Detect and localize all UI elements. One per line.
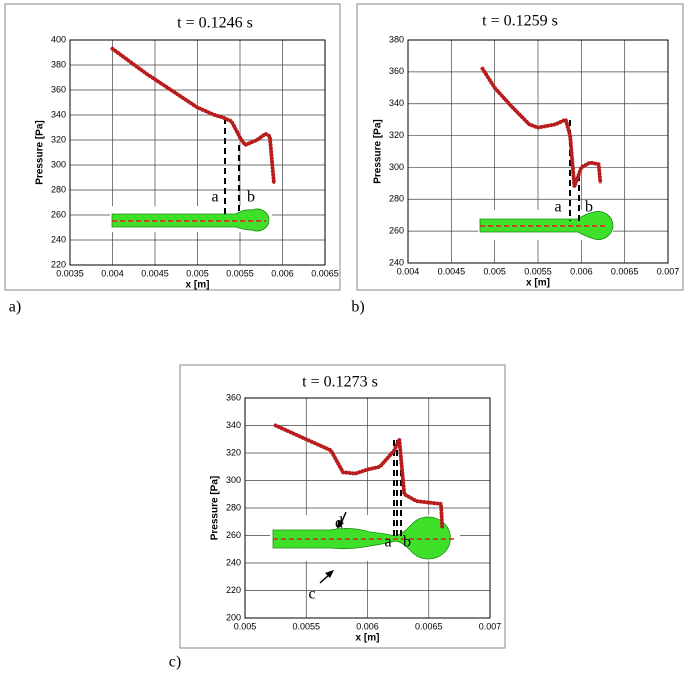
x-tick-label: 0.004 — [397, 266, 420, 276]
x-tick-label: 0.006 — [271, 268, 294, 278]
y-tick-label: 360 — [226, 392, 241, 402]
droplet — [111, 208, 270, 232]
y-tick-label: 340 — [226, 420, 241, 430]
x-tick-label: 0.0055 — [524, 266, 552, 276]
annotation: a — [211, 189, 218, 206]
y-tick-label: 400 — [51, 34, 66, 44]
chart-title: t = 0.1259 s — [482, 13, 558, 30]
y-tick-label: 280 — [51, 184, 66, 194]
plot-frame — [69, 39, 326, 266]
y-tick-label: 200 — [226, 612, 241, 622]
x-tick-label: 0.0065 — [311, 268, 339, 278]
y-tick-label: 260 — [389, 226, 404, 236]
annotation: b — [403, 534, 411, 551]
x-tick-label: 0.0045 — [141, 268, 169, 278]
panel-frame — [356, 3, 684, 291]
data-layer: a ba ba bcd — [110, 46, 603, 603]
x-tick-label: 0.0035 — [56, 268, 84, 278]
x-tick-label: 0.004 — [101, 268, 124, 278]
y-tick-label: 260 — [51, 209, 66, 219]
arrowhead — [337, 520, 344, 529]
panel-label: a) — [9, 299, 21, 316]
chart-title: t = 0.1246 s — [177, 15, 253, 32]
data-line — [273, 423, 445, 530]
grid-layer: 220 240 260 280 300 320 340 360 380 400 0.0035 0.00… — [9, 13, 679, 671]
x-tick-label: 0.0065 — [611, 266, 639, 276]
x-tick-label: 0.0055 — [226, 268, 254, 278]
y-tick-label: 280 — [226, 502, 241, 512]
chart-title: t = 0.1273 s — [302, 374, 378, 391]
x-tick-label: 0.0045 — [438, 266, 466, 276]
y-tick-label: 340 — [51, 109, 66, 119]
y-tick-label: 300 — [389, 162, 404, 172]
x-tick-label: 0.006 — [356, 621, 379, 631]
x-tick-label: 0.005 — [186, 268, 209, 278]
y-tick-label: 220 — [51, 259, 66, 269]
plot-frame — [244, 397, 491, 619]
x-tick-label: 0.006 — [570, 266, 593, 276]
data-line-core — [111, 47, 276, 184]
y-axis-label: Pressure [Pa] — [210, 476, 221, 540]
panel-frames — [4, 3, 684, 649]
y-tick-label: 300 — [51, 159, 66, 169]
x-tick-label: 0.007 — [479, 621, 502, 631]
y-tick-label: 240 — [226, 557, 241, 567]
panel-label: b) — [351, 299, 364, 316]
data-line — [110, 46, 276, 186]
y-tick-label: 320 — [389, 130, 404, 140]
x-axis-label: x [m] — [356, 633, 380, 644]
droplet-images — [110, 118, 614, 584]
annotation: a — [554, 199, 561, 216]
y-tick-label: 240 — [389, 257, 404, 267]
y-axis-label: Pressure [Pa] — [35, 120, 46, 184]
panel-frame — [179, 364, 506, 649]
x-tick-label: 0.005 — [483, 266, 506, 276]
y-tick-label: 280 — [389, 194, 404, 204]
data-line-core — [481, 68, 602, 188]
annotation: c — [308, 586, 315, 603]
panel-frame — [4, 3, 341, 291]
x-tick-label: 0.0065 — [415, 621, 443, 631]
y-tick-label: 340 — [389, 98, 404, 108]
x-axis-label: x [m] — [186, 280, 210, 291]
annotation: d — [335, 515, 343, 532]
y-tick-label: 320 — [226, 447, 241, 457]
y-axis-label: Pressure [Pa] — [373, 119, 384, 183]
panel-label: c) — [169, 654, 181, 671]
x-axis-label: x [m] — [526, 278, 550, 289]
annotation: a — [384, 534, 391, 551]
arrowhead — [325, 570, 334, 578]
droplet — [272, 516, 451, 560]
y-tick-label: 380 — [51, 59, 66, 69]
y-tick-label: 380 — [389, 34, 404, 44]
x-tick-label: 0.005 — [234, 621, 257, 631]
annotation: b — [247, 189, 255, 206]
y-tick-label: 320 — [51, 134, 66, 144]
x-tick-label: 0.007 — [657, 266, 680, 276]
y-tick-label: 240 — [51, 234, 66, 244]
y-tick-label: 300 — [226, 475, 241, 485]
data-line-core — [275, 424, 444, 528]
y-tick-label: 260 — [226, 530, 241, 540]
y-tick-label: 360 — [51, 84, 66, 94]
y-tick-label: 220 — [226, 585, 241, 595]
y-tick-label: 360 — [389, 66, 404, 76]
annotation: b — [585, 199, 593, 216]
x-tick-label: 0.0055 — [292, 621, 320, 631]
plot-frame — [407, 39, 669, 264]
